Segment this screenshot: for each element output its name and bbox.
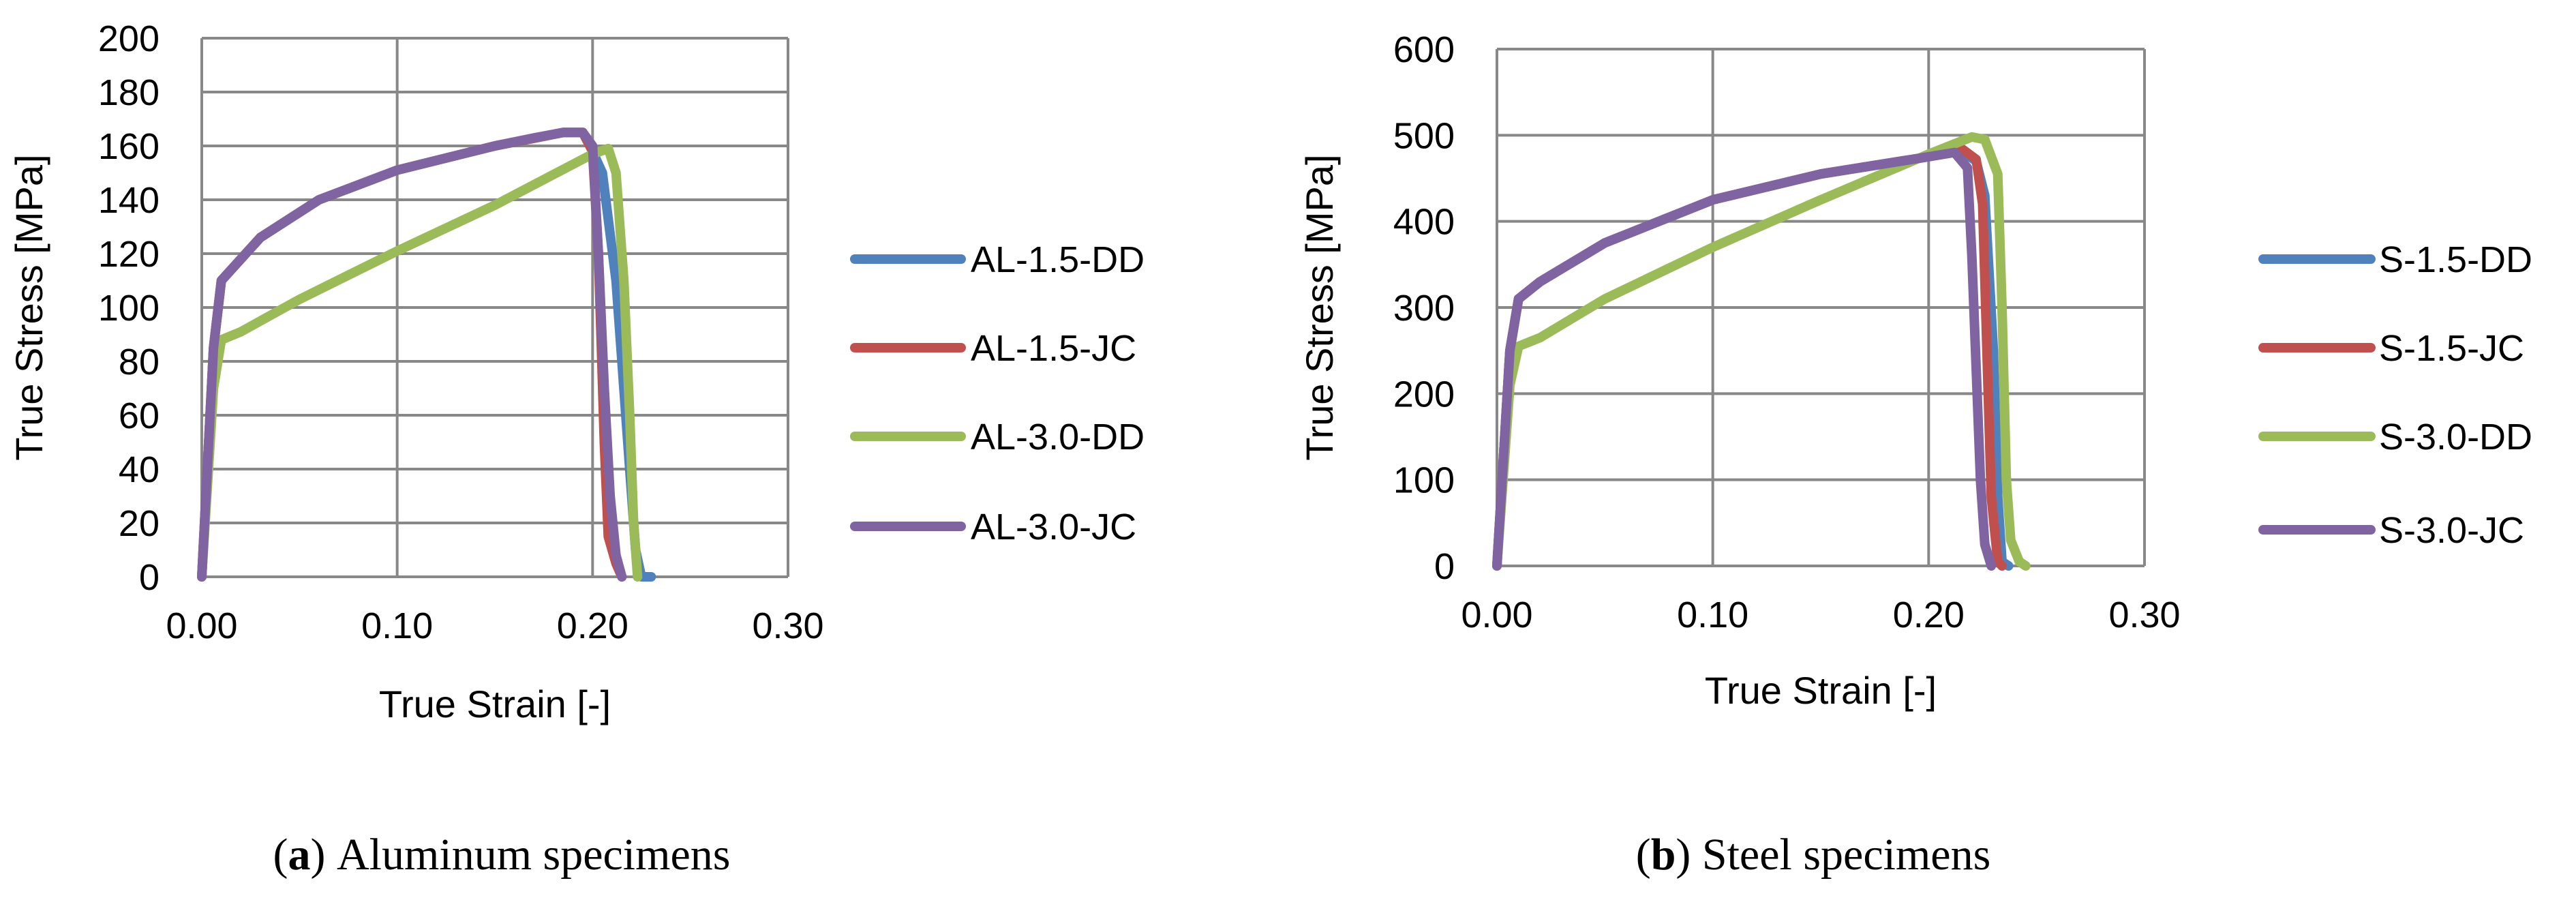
y-tick-label: 60: [119, 395, 160, 436]
caption-close-paren: ): [311, 830, 337, 880]
chart-panel-aluminum: 0 20 40 60 80 100 120 140 160 180 200 0.00 0.10 0.20 0…: [7, 18, 1145, 880]
y-tick-label: 500: [1393, 115, 1455, 156]
legend-label: AL-3.0-DD: [971, 417, 1145, 457]
caption-letter: a: [288, 830, 311, 880]
y-tick-label: 100: [98, 288, 160, 329]
caption-text: Steel specimens: [1702, 830, 1990, 880]
y-tick-label: 100: [1393, 460, 1455, 501]
y-axis-title: True Stress [MPa]: [7, 154, 50, 460]
legend-label: AL-1.5-JC: [971, 328, 1136, 369]
series-line-al-3.0-jc: [197, 127, 627, 582]
y-tick-label: 0: [1434, 546, 1455, 587]
legend-label: S-3.0-JC: [2379, 510, 2524, 551]
y-tick-label: 200: [1393, 374, 1455, 415]
y-tick-label: 600: [1393, 29, 1455, 70]
legend-label: S-1.5-JC: [2379, 328, 2524, 369]
x-tick-label: 0.30: [752, 605, 823, 646]
y-tick-label: 160: [98, 126, 160, 167]
x-tick-label: 0.10: [1677, 595, 1748, 635]
y-tick-label: 0: [139, 557, 160, 598]
y-axis-title: True Stress [MPa]: [1298, 154, 1341, 460]
legend-label: S-3.0-DD: [2379, 417, 2532, 457]
series-line-al-3.0-dd: [197, 143, 643, 582]
y-tick-label: 300: [1393, 288, 1455, 329]
panel-caption: (a) Aluminum specimens: [273, 830, 731, 880]
x-tick-label: 0.10: [361, 605, 433, 646]
x-tick-label: 0.00: [1461, 595, 1532, 635]
y-tick-label: 20: [119, 503, 160, 544]
y-tick-label: 40: [119, 449, 160, 490]
y-tick-label: 180: [98, 72, 160, 113]
legend-label: AL-1.5-DD: [971, 239, 1145, 280]
legend-label: AL-3.0-JC: [971, 507, 1136, 548]
y-tick-label: 400: [1393, 202, 1455, 243]
x-axis-title: True Strain [-]: [1705, 669, 1937, 712]
chart-panel-steel: 0 100 200 300 400 500 600 0.00 0.10 0.20 0.30 True …: [1298, 29, 2532, 880]
series-line-s-3.0-jc: [1492, 147, 1997, 571]
x-tick-label: 0.20: [1893, 595, 1965, 635]
y-tick-label: 80: [119, 342, 160, 382]
y-tick-label: 120: [98, 234, 160, 275]
x-tick-label: 0.30: [2108, 595, 2180, 635]
x-tick-label: 0.00: [166, 605, 237, 646]
y-tick-label: 140: [98, 180, 160, 221]
caption-text: Aluminum specimens: [337, 830, 730, 880]
y-tick-label: 200: [98, 18, 160, 59]
caption-letter: b: [1651, 830, 1676, 880]
series-line-s-3.0-dd: [1492, 132, 2031, 571]
caption-close-paren: ): [1676, 830, 1701, 880]
caption-open-paren: (: [273, 830, 288, 880]
x-tick-label: 0.20: [557, 605, 628, 646]
panel-caption: (b) Steel specimens: [1636, 830, 1991, 880]
x-axis-title: True Strain [-]: [379, 682, 611, 725]
caption-open-paren: (: [1636, 830, 1651, 880]
legend-label: S-1.5-DD: [2379, 239, 2532, 280]
